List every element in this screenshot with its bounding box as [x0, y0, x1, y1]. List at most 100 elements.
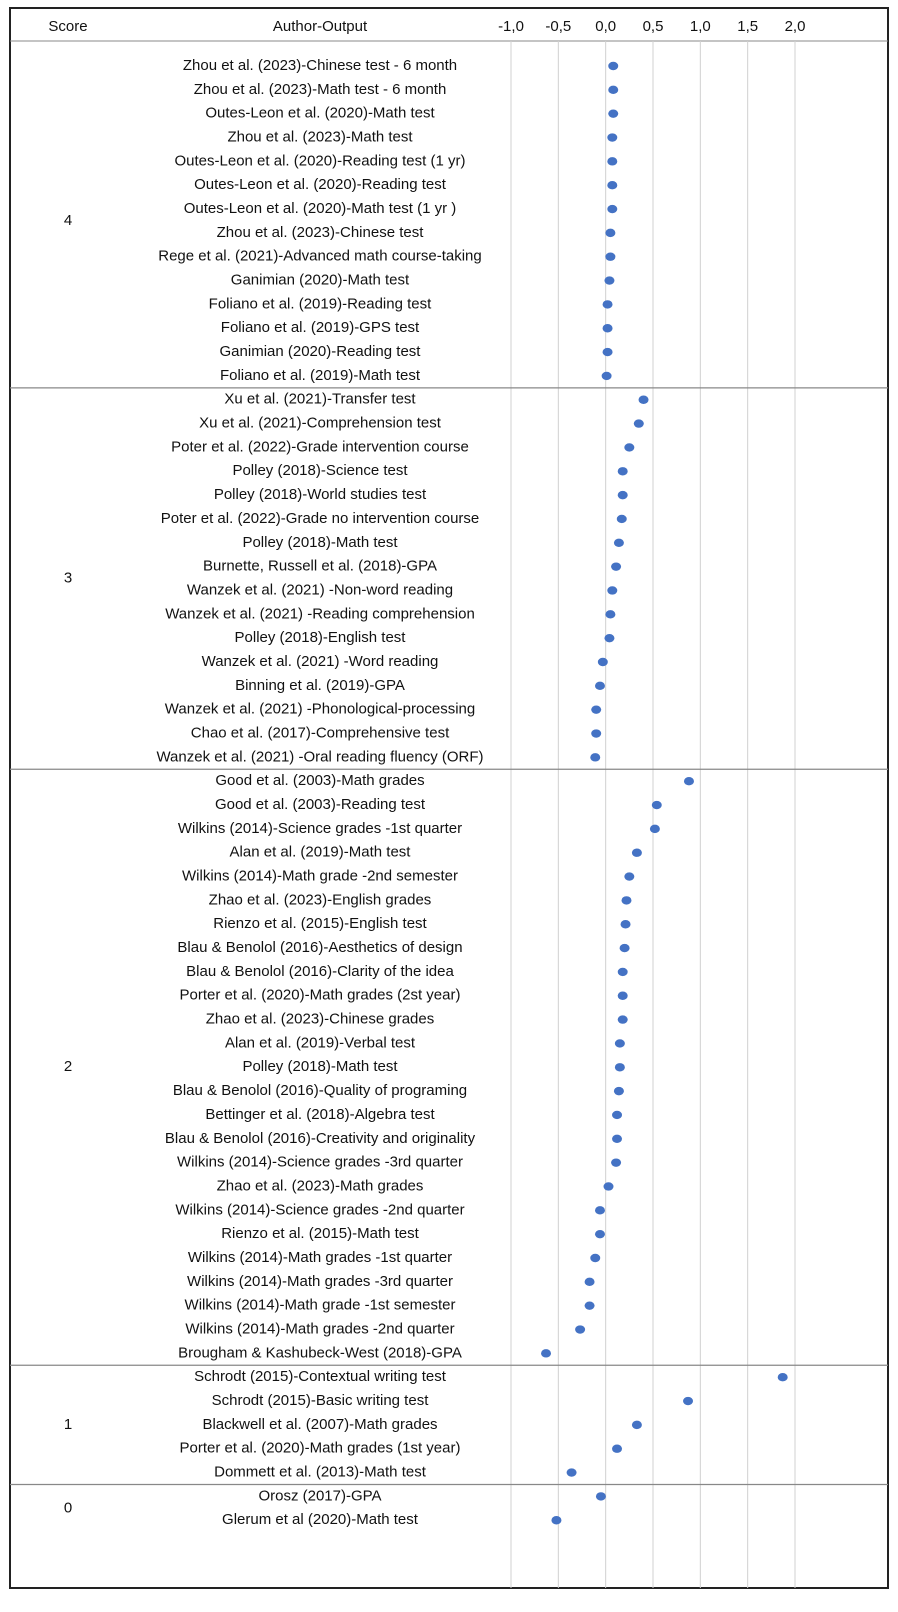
- dot: [612, 1110, 623, 1120]
- dot: [651, 800, 662, 810]
- dot: [604, 633, 615, 643]
- label-header: Author-Output: [273, 18, 368, 35]
- row-label: Zhou et al. (2023)-Chinese test: [217, 224, 425, 241]
- dot: [612, 1444, 623, 1453]
- dot: [613, 1086, 624, 1096]
- row-label: Ganimian (2020)-Reading test: [220, 343, 422, 360]
- row-label: Zhao et al. (2023)-Chinese grades: [206, 1011, 434, 1028]
- score-label: 4: [64, 212, 72, 229]
- row-label: Wanzek et al. (2021) -Reading comprehens…: [165, 605, 475, 622]
- dot: [617, 991, 628, 1000]
- dot: [594, 1206, 605, 1215]
- dot: [590, 1253, 601, 1263]
- row-label: Rege et al. (2021)-Advanced math course-…: [158, 248, 482, 265]
- row-label: Foliano et al. (2019)-Math test: [220, 367, 421, 384]
- dot: [605, 610, 616, 619]
- dot: [633, 419, 644, 428]
- score-label: 2: [64, 1058, 72, 1075]
- row-label: Wanzek et al. (2021) -Phonological-proce…: [165, 701, 475, 718]
- dot: [607, 204, 618, 214]
- dot: [590, 753, 601, 762]
- dot: [605, 252, 616, 261]
- dot: [624, 443, 635, 452]
- dot: [602, 300, 613, 309]
- x-tick-label: 0,0: [595, 18, 616, 35]
- row-label: Blau & Benolol (2016)-Aesthetics of desi…: [177, 939, 462, 956]
- dot: [631, 1420, 642, 1430]
- dot: [604, 276, 615, 285]
- row-label: Schrodt (2015)-Basic writing test: [212, 1392, 430, 1409]
- row-label: Polley (2018)-Math test: [242, 534, 398, 551]
- x-tick-label: 1,0: [690, 18, 711, 35]
- row-label: Xu et al. (2021)-Transfer test: [224, 391, 416, 408]
- row-label: Burnette, Russell et al. (2018)-GPA: [203, 558, 437, 575]
- frame: [9, 7, 889, 1589]
- x-tick-label: 1,5: [737, 18, 758, 35]
- dot: [617, 967, 628, 977]
- row-label: Blau & Benolol (2016)-Quality of program…: [173, 1082, 467, 1099]
- row-label: Foliano et al. (2019)-GPS test: [221, 319, 420, 336]
- dot: [777, 1373, 788, 1382]
- row-label: Outes-Leon et al. (2020)-Math test: [205, 105, 435, 122]
- row-label: Chao et al. (2017)-Comprehensive test: [191, 724, 450, 741]
- dot: [617, 490, 628, 500]
- row-label: Wanzek et al. (2021) -Non-word reading: [187, 581, 453, 598]
- dot: [601, 371, 612, 381]
- row-label: Polley (2018)-World studies test: [214, 486, 427, 503]
- row-label: Outes-Leon et al. (2020)-Math test (1 yr…: [184, 200, 457, 217]
- row-label: Binning et al. (2019)-GPA: [235, 677, 405, 694]
- dot: [594, 1229, 605, 1239]
- dot: [607, 586, 618, 595]
- row-label: Wilkins (2014)-Science grades -3rd quart…: [177, 1154, 463, 1171]
- dot: [591, 729, 602, 738]
- dot: [605, 228, 616, 238]
- dot: [551, 1516, 562, 1525]
- x-tick-label: 0,5: [643, 18, 664, 35]
- row-label: Alan et al. (2019)-Math test: [230, 844, 412, 861]
- dot: [566, 1468, 577, 1477]
- row-label: Wilkins (2014)-Math grades -1st quarter: [188, 1249, 452, 1266]
- dot: [607, 157, 618, 166]
- row-label: Blau & Benolol (2016)-Creativity and ori…: [165, 1130, 476, 1147]
- row-label: Poter et al. (2022)-Grade no interventio…: [161, 510, 480, 527]
- row-label: Ganimian (2020)-Math test: [231, 272, 410, 289]
- x-tick-label: -1,0: [498, 18, 524, 35]
- dot: [602, 324, 613, 333]
- dot: [607, 133, 618, 142]
- row-label: Porter et al. (2020)-Math grades (1st ye…: [180, 1440, 461, 1457]
- dot: [613, 538, 624, 547]
- dot: [608, 109, 619, 118]
- dot: [612, 1134, 623, 1144]
- dot: [602, 347, 613, 357]
- dot: [683, 777, 694, 786]
- row-label: Bettinger et al. (2018)-Algebra test: [205, 1106, 435, 1123]
- row-label: Wilkins (2014)-Math grade -1st semester: [185, 1297, 456, 1314]
- dot: [584, 1277, 595, 1287]
- dot: [603, 1182, 614, 1191]
- dot: [619, 943, 630, 953]
- dot: [611, 1158, 622, 1167]
- row-label: Good et al. (2003)-Math grades: [215, 772, 424, 789]
- row-label: Wanzek et al. (2021) -Oral reading fluen…: [156, 748, 483, 765]
- row-label: Polley (2018)-Science test: [232, 462, 408, 479]
- row-label: Wilkins (2014)-Science grades -1st quart…: [178, 820, 462, 837]
- row-label: Glerum et al (2020)-Math test: [222, 1511, 419, 1528]
- row-label: Wilkins (2014)-Math grades -3rd quarter: [187, 1273, 453, 1290]
- x-tick-label: -0,5: [545, 18, 571, 35]
- row-label: Outes-Leon et al. (2020)-Reading test: [194, 176, 447, 193]
- row-label: Polley (2018)-Math test: [242, 1058, 398, 1075]
- dot: [584, 1301, 595, 1310]
- dot: [608, 85, 619, 95]
- row-label: Outes-Leon et al. (2020)-Reading test (1…: [175, 152, 466, 169]
- row-label: Zhou et al. (2023)-Chinese test - 6 mont…: [183, 57, 457, 74]
- dot: [616, 514, 627, 524]
- dot: [611, 562, 622, 571]
- dot: [617, 467, 628, 476]
- row-label: Schrodt (2015)-Contextual writing test: [194, 1368, 447, 1385]
- score-header: Score: [48, 18, 87, 35]
- dot: [597, 657, 608, 667]
- row-label: Wilkins (2014)-Math grades -2nd quarter: [185, 1320, 454, 1337]
- row-label: Blau & Benolol (2016)-Clarity of the ide…: [186, 963, 454, 980]
- dot: [614, 1063, 625, 1072]
